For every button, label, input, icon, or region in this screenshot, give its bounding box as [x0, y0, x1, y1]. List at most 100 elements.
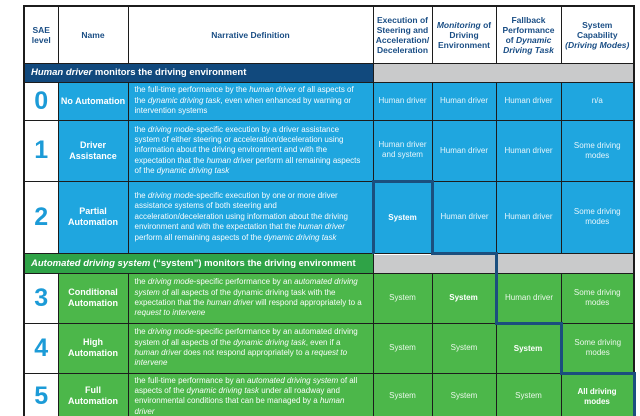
- section-banner-gray-system-0: [372, 252, 498, 274]
- narrative-cell-2: the driving mode-specific execution by o…: [127, 180, 374, 254]
- name-cell-3: Conditional Automation: [57, 272, 129, 324]
- column-header-capability-segment: (Driving Modes): [565, 39, 630, 50]
- value-cell-0-execution: Human driver: [372, 81, 433, 121]
- name-cell-1: Driver Assistance: [57, 119, 129, 182]
- value-cell-1-fallback: Human driver: [495, 119, 562, 182]
- narrative-cell-0-segment: , even when enhanced by warning or inter…: [134, 95, 352, 116]
- value-cell-2-capability: Some driving modes: [560, 180, 635, 254]
- column-header-execution-segment: Execution of Steering and Acceleration/ …: [375, 14, 430, 55]
- value-cell-4-fallback: System: [495, 322, 562, 374]
- narrative-cell-4-segment: dynamic driving task: [233, 337, 306, 347]
- level-cell-2: 2: [23, 180, 59, 254]
- level-row-1: 1 Driver Assistance the driving mode-speci…: [23, 119, 635, 182]
- section-banner-system-segment: Automated driving system: [31, 257, 151, 269]
- value-cell-4-monitoring: System: [431, 322, 497, 374]
- level-row-5: 5 Full Automation the full-time performanc…: [23, 372, 636, 416]
- value-cell-5-capability: All driving modes: [560, 372, 636, 416]
- value-cell-1-monitoring: Human driver: [431, 119, 497, 182]
- value-cell-3-monitoring: System: [431, 272, 497, 324]
- value-cell-4-execution: System: [372, 322, 433, 374]
- value-cell-0-capability: n/a: [560, 81, 635, 121]
- section-banner-human-segment: Human driver: [31, 67, 93, 78]
- sae-levels-table: SAE level Name Narrative Definition Executi…: [23, 5, 636, 416]
- column-header-sae-level: SAE level: [23, 5, 59, 64]
- level-cell-3: 3: [23, 272, 59, 324]
- value-cell-5-fallback: System: [495, 372, 562, 416]
- column-header-narrative: Narrative Definition: [127, 5, 374, 64]
- name-cell-5: Full Automation: [57, 372, 129, 416]
- section-banner-row-system: Automated driving system (“system”) moni…: [23, 252, 635, 274]
- name-cell-0: No Automation: [57, 81, 129, 121]
- value-cell-3-fallback: Human driver: [494, 272, 562, 325]
- level-row-3: 3 Conditional Automation the driving mode-…: [23, 272, 635, 325]
- narrative-cell-4-segment: does not respond appropriately to a: [181, 348, 312, 357]
- column-header-fallback-segment: Dynamic Driving Task: [503, 34, 554, 55]
- level-row-0: 0 No Automation the full-time performance …: [23, 81, 635, 121]
- level-cell-4: 4: [23, 322, 59, 374]
- narrative-cell-0-segment: human driver: [249, 85, 296, 95]
- column-header-narrative-segment: Narrative Definition: [211, 29, 290, 40]
- column-header-name: Name: [57, 5, 129, 64]
- narrative-cell-1-segment: -specific execution by a driver assistan…: [134, 124, 344, 165]
- name-cell-2: Partial Automation: [57, 180, 129, 254]
- level-cell-0: 0: [23, 81, 59, 121]
- column-header-name-segment: Name: [81, 29, 105, 40]
- narrative-cell-3-segment: -specific performance by an: [193, 277, 295, 287]
- column-header-execution: Execution of Steering and Acceleration/ …: [372, 5, 433, 64]
- narrative-cell-3-segment: automated driving system: [134, 277, 358, 297]
- section-banner-row-human: Human driver monitors the driving enviro…: [23, 62, 635, 83]
- narrative-cell-5-segment: dynamic driving task: [186, 385, 260, 395]
- narrative-cell-4-segment: the: [134, 327, 148, 337]
- section-banner-gray-system-1: [495, 252, 635, 274]
- narrative-cell-0-segment: dynamic driving task: [147, 95, 221, 105]
- column-header-monitoring-segment: Monitoring: [436, 19, 481, 30]
- column-header-monitoring-segment: of Driving Environment: [438, 19, 492, 50]
- narrative-cell-1-segment: the: [134, 124, 148, 134]
- section-banner-system: Automated driving system (“system”) moni…: [23, 252, 374, 274]
- narrative-cell-5-segment: of all aspects of the: [134, 375, 358, 395]
- narrative-cell-0: the full-time performance by the human d…: [127, 81, 374, 121]
- level-cell-1: 1: [23, 119, 59, 182]
- narrative-cell-0-segment: of all aspects of the: [134, 85, 354, 105]
- level-row-2: 2 Partial Automation the driving mode-spec…: [23, 179, 635, 255]
- narrative-cell-3-segment: driving mode: [147, 277, 194, 287]
- value-cell-3-execution: System: [372, 272, 433, 324]
- narrative-cell-3-segment: the: [134, 277, 148, 287]
- narrative-cell-1-segment: human driver: [206, 155, 254, 165]
- value-cell-1-capability: Some driving modes: [560, 119, 635, 182]
- narrative-cell-0-segment: the full-time performance by the: [134, 85, 250, 95]
- narrative-cell-4-segment: -specific performance by an automated dr…: [134, 327, 358, 347]
- narrative-cell-1: the driving mode-specific execution by a…: [127, 119, 374, 182]
- narrative-cell-2-segment: the: [134, 191, 148, 201]
- narrative-cell-4: the driving mode-specific performance by…: [127, 322, 374, 374]
- value-cell-2-execution: System: [371, 179, 434, 254]
- narrative-cell-2-segment: perform all remaining aspects of the: [134, 232, 264, 242]
- name-cell-4: High Automation: [57, 322, 129, 374]
- value-cell-5-execution: System: [372, 372, 433, 416]
- section-banner-human: Human driver monitors the driving enviro…: [23, 62, 374, 83]
- table-body: Human driver monitors the driving enviro…: [23, 62, 636, 416]
- value-cell-3-capability: Some driving modes: [560, 272, 635, 324]
- narrative-cell-4-segment: request to intervene: [134, 348, 348, 368]
- narrative-cell-4-segment: driving mode: [147, 327, 194, 337]
- section-banner-gray-human-0: [372, 62, 635, 83]
- header-row: SAE level Name Narrative Definition Executi…: [23, 5, 635, 64]
- column-header-sae-level-segment: SAE level: [31, 24, 51, 45]
- narrative-cell-3-segment: of all aspects of the dynamic driving ta…: [134, 287, 336, 307]
- narrative-cell-2-segment: driving mode: [147, 191, 194, 201]
- level-cell-5: 5: [23, 372, 59, 416]
- narrative-cell-5-segment: human driver: [134, 396, 345, 416]
- column-header-fallback: Fallback Performance of Dynamic Driving …: [495, 5, 562, 64]
- value-cell-0-monitoring: Human driver: [431, 81, 497, 121]
- narrative-cell-1-segment: driving mode: [147, 124, 194, 134]
- table-header: SAE level Name Narrative Definition Executi…: [23, 5, 635, 64]
- narrative-cell-5-segment: under all roadway and environmental cond…: [134, 385, 340, 406]
- narrative-cell-4-segment: human driver: [134, 348, 182, 357]
- narrative-cell-1-segment: dynamic driving task: [156, 166, 230, 176]
- narrative-cell-4-segment: , even if a: [305, 337, 341, 347]
- narrative-cell-3-segment: request to intervene: [134, 308, 206, 318]
- value-cell-4-capability: Some driving modes: [559, 322, 635, 375]
- value-cell-2-fallback: Human driver: [495, 180, 562, 254]
- value-cell-2-monitoring: Human driver: [431, 180, 497, 255]
- narrative-cell-2-segment: dynamic driving task: [263, 232, 337, 242]
